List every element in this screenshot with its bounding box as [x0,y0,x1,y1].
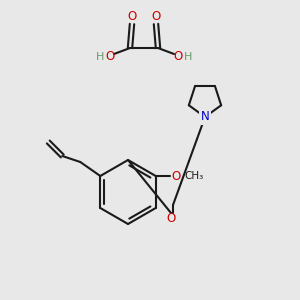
Text: H: H [184,52,192,62]
Text: N: N [201,110,209,124]
Text: O: O [173,50,183,64]
Text: O: O [167,212,176,226]
Text: O: O [128,11,136,23]
Text: O: O [152,11,160,23]
Text: H: H [96,52,104,62]
Text: O: O [171,169,180,182]
Text: CH₃: CH₃ [184,171,203,181]
Text: O: O [105,50,115,64]
